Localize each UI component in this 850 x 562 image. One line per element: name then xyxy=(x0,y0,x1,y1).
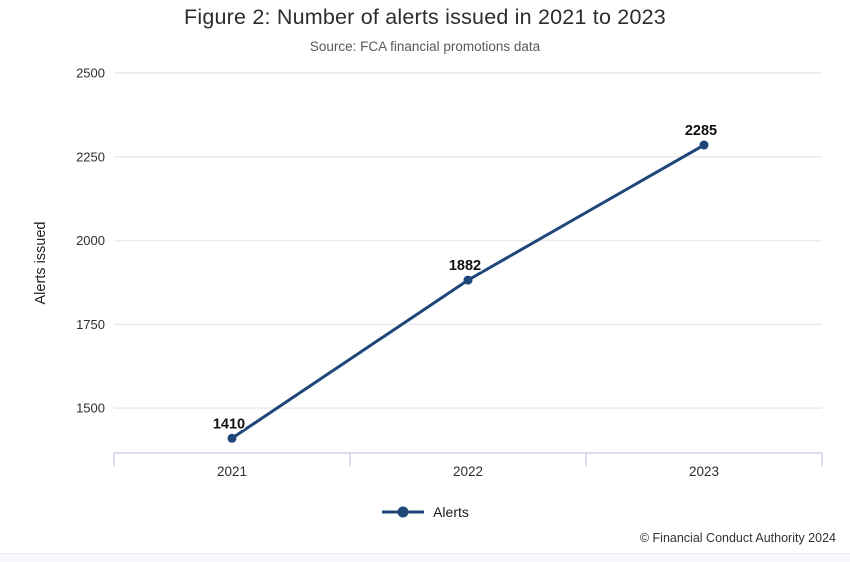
chart-title: Figure 2: Number of alerts issued in 202… xyxy=(184,5,666,29)
svg-text:2250: 2250 xyxy=(76,149,105,164)
svg-text:1410: 1410 xyxy=(213,416,245,432)
svg-text:2023: 2023 xyxy=(689,464,719,479)
chart-subtitle: Source: FCA financial promotions data xyxy=(309,39,541,54)
svg-text:2500: 2500 xyxy=(76,66,105,81)
legend-marker-icon xyxy=(382,506,425,518)
svg-text:1882: 1882 xyxy=(449,258,481,274)
svg-text:2022: 2022 xyxy=(453,464,483,479)
svg-text:2285: 2285 xyxy=(685,123,717,139)
bottom-accent-bar xyxy=(0,553,850,562)
svg-text:2021: 2021 xyxy=(217,464,247,479)
legend-label: Alerts xyxy=(433,504,469,520)
copyright-notice: © Financial Conduct Authority 2024 xyxy=(639,531,836,545)
svg-text:1750: 1750 xyxy=(76,317,105,332)
legend-item-alerts[interactable]: Alerts xyxy=(0,500,850,524)
svg-text:1500: 1500 xyxy=(76,401,105,416)
svg-text:2000: 2000 xyxy=(76,233,105,248)
